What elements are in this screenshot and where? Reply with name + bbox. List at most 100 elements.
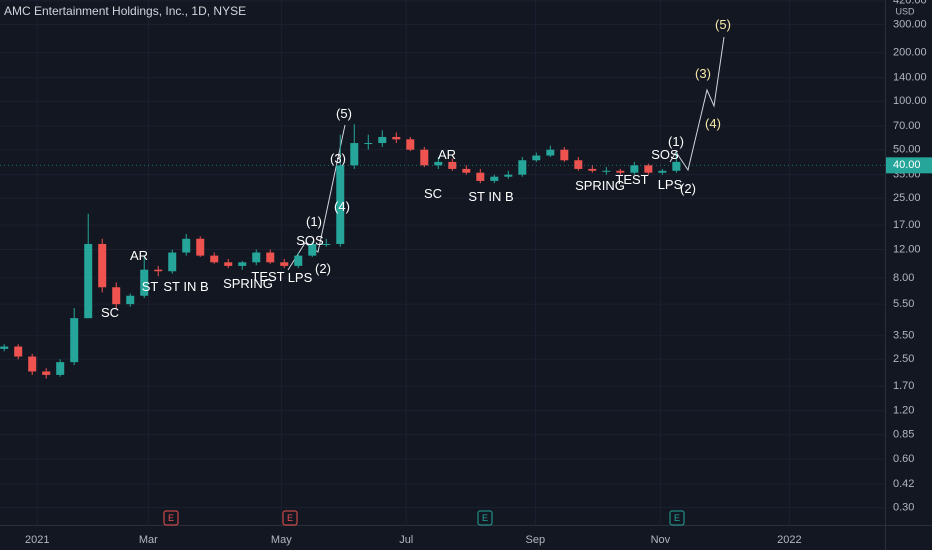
earnings-marker: [163, 510, 179, 526]
candle-body: [336, 165, 345, 244]
candle-body: [378, 136, 387, 144]
y-tick-label: 100.00: [893, 95, 927, 107]
y-tick-label: 300.00: [893, 18, 927, 30]
candle-body: [168, 252, 177, 272]
candle-body: [350, 143, 359, 166]
x-tick-label: 2022: [777, 534, 801, 546]
y-tick-label: 140.00: [893, 72, 927, 84]
y-tick-label: 70.00: [893, 120, 921, 132]
candle-body: [392, 136, 401, 140]
y-tick-label: 3.50: [893, 330, 914, 342]
x-tick-label: 2021: [25, 534, 49, 546]
candle-body: [196, 238, 205, 256]
candle-body: [224, 262, 233, 266]
earnings-marker: [669, 510, 685, 526]
y-tick-label: 50.00: [893, 144, 921, 156]
x-tick-label: Sep: [526, 534, 546, 546]
candle-body: [252, 252, 261, 263]
candle-body: [588, 168, 597, 171]
y-tick-label: 420.00: [893, 0, 927, 7]
earnings-marker: [477, 510, 493, 526]
candle-body: [70, 318, 79, 363]
annotation: TEST: [251, 269, 284, 284]
annotation: TEST: [615, 172, 648, 187]
candle-body: [504, 174, 513, 177]
annotation: ST IN B: [163, 279, 208, 294]
y-tick-label: 25.00: [893, 192, 921, 204]
annotation: (4): [334, 199, 350, 214]
y-tick-label: 0.60: [893, 453, 914, 465]
annotation: AR: [438, 147, 456, 162]
annotation: (1): [668, 134, 684, 149]
x-tick-label: Mar: [139, 534, 158, 546]
currency-label: USD: [895, 6, 915, 16]
candle-body: [98, 243, 107, 288]
annotation: ST: [142, 279, 159, 294]
candle-body: [280, 262, 289, 266]
candle-body: [14, 346, 23, 357]
annotation: (5): [336, 106, 352, 121]
candle-body: [84, 243, 93, 319]
candle-body: [126, 295, 135, 305]
annotation: SOS: [296, 233, 324, 248]
projection-line: [669, 36, 725, 172]
y-tick-label: 1.20: [893, 405, 914, 417]
earnings-label: E: [482, 513, 488, 523]
candle-body: [364, 143, 373, 145]
candle-body: [602, 170, 611, 172]
y-tick-label: 17.00: [893, 219, 921, 231]
candle-body: [616, 170, 625, 173]
candle-body: [434, 161, 443, 166]
candle-body: [672, 161, 681, 171]
candle-body: [560, 149, 569, 161]
annotation: ST IN B: [468, 189, 513, 204]
candle-body: [658, 170, 667, 173]
x-tick-label: Nov: [651, 534, 671, 546]
y-tick-label: 1.70: [893, 380, 914, 392]
candle-body: [308, 243, 317, 256]
candle-body: [462, 168, 471, 173]
annotation: SC: [424, 186, 442, 201]
annotation: (2): [315, 261, 331, 276]
annotation: (3): [695, 66, 711, 81]
earnings-marker: [282, 510, 298, 526]
candle-body: [28, 356, 37, 372]
annotation: (3): [330, 151, 346, 166]
candle-body: [406, 139, 415, 150]
annotation: (2): [680, 181, 696, 196]
annotation: (1): [306, 214, 322, 229]
candle-body: [476, 172, 485, 181]
y-tick-label: 200.00: [893, 47, 927, 59]
candle-body: [322, 243, 331, 245]
x-tick-label: May: [271, 534, 292, 546]
earnings-label: E: [674, 513, 680, 523]
candle-body: [518, 160, 527, 175]
y-tick-label: 0.85: [893, 429, 914, 441]
annotation: SPRING: [223, 276, 273, 291]
earnings-label: E: [168, 513, 174, 523]
annotation: LPS: [288, 270, 313, 285]
last-price-tag: [886, 157, 932, 174]
annotation: LPS: [658, 177, 683, 192]
chart-title: AMC Entertainment Holdings, Inc., 1D, NY…: [4, 4, 246, 18]
candle-body: [154, 269, 163, 272]
candle-body: [266, 252, 275, 263]
candle-body: [0, 346, 9, 349]
y-tick-label: 8.00: [893, 272, 914, 284]
candle-body: [420, 149, 429, 166]
y-tick-label: 2.50: [893, 353, 914, 365]
candle-body: [644, 165, 653, 173]
y-tick-label: 0.42: [893, 478, 914, 490]
candle-body: [140, 269, 149, 296]
annotation: SC: [101, 305, 119, 320]
y-tick-label: 12.00: [893, 243, 921, 255]
candle-body: [490, 176, 499, 181]
candle-body: [56, 362, 65, 375]
candle-body: [532, 155, 541, 161]
y-tick-label: 5.50: [893, 298, 914, 310]
y-tick-label: 0.30: [893, 502, 914, 514]
candle-body: [294, 255, 303, 266]
candle-body: [182, 238, 191, 253]
